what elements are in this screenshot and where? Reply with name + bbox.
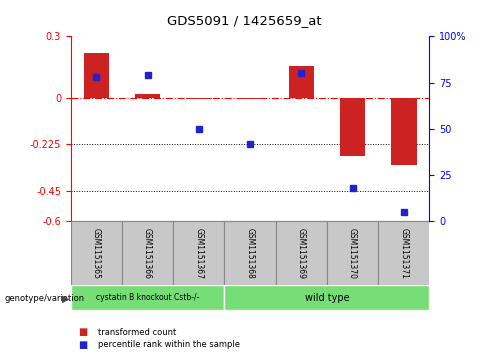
Bar [237, 98, 263, 99]
Bar [83, 53, 109, 98]
Text: transformed count: transformed count [98, 328, 176, 337]
Text: GSM1151369: GSM1151369 [297, 228, 306, 279]
Bar [71, 221, 122, 285]
Text: GDS5091 / 1425659_at: GDS5091 / 1425659_at [167, 15, 321, 28]
Text: GSM1151370: GSM1151370 [348, 228, 357, 279]
Bar [186, 98, 212, 99]
Bar [391, 98, 417, 165]
Bar [378, 221, 429, 285]
Text: ■: ■ [78, 327, 87, 337]
Text: GSM1151367: GSM1151367 [194, 228, 203, 279]
Bar [327, 221, 378, 285]
Bar [135, 94, 161, 98]
Text: GSM1151368: GSM1151368 [245, 228, 255, 279]
Bar [276, 221, 327, 285]
Bar [340, 98, 366, 156]
Text: percentile rank within the sample: percentile rank within the sample [98, 340, 240, 349]
Text: GSM1151365: GSM1151365 [92, 228, 101, 279]
Bar [71, 285, 224, 310]
Text: cystatin B knockout Cstb-/-: cystatin B knockout Cstb-/- [96, 293, 199, 302]
Bar [122, 221, 173, 285]
Text: genotype/variation: genotype/variation [5, 294, 85, 303]
Text: wild type: wild type [305, 293, 349, 303]
Text: GSM1151371: GSM1151371 [399, 228, 408, 279]
Bar [173, 221, 224, 285]
Text: ▶: ▶ [62, 293, 70, 303]
Text: GSM1151366: GSM1151366 [143, 228, 152, 279]
Bar [224, 285, 429, 310]
Bar [288, 66, 314, 98]
Text: ■: ■ [78, 340, 87, 350]
Bar [224, 221, 276, 285]
